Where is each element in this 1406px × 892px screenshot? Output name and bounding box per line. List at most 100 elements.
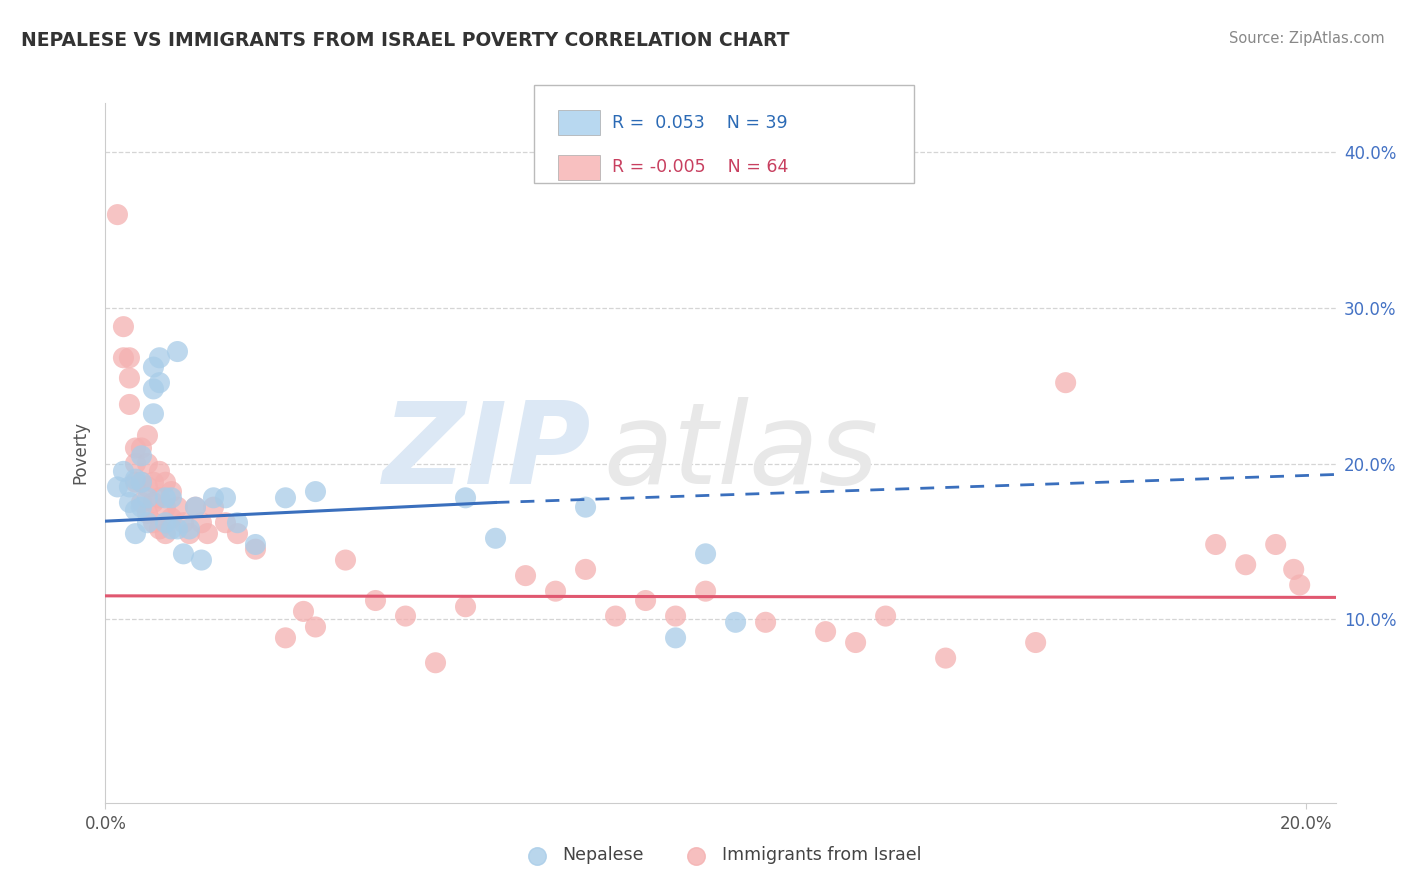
Point (574, 562, 596, 576)
Point (1282, 562, 1305, 576)
Point (118, 480, 141, 494)
Point (1025, 635, 1047, 649)
Point (136, 428, 159, 442)
Point (184, 500, 207, 515)
Point (166, 522, 188, 536)
Point (136, 457, 159, 471)
Point (142, 382, 165, 396)
Point (142, 495, 165, 509)
Point (155, 475, 177, 490)
Point (454, 599, 477, 614)
Point (184, 500, 207, 515)
Text: ZIP: ZIP (382, 397, 592, 508)
Point (148, 464, 170, 478)
Point (935, 651, 957, 665)
Point (131, 495, 153, 509)
Point (166, 344, 188, 359)
Point (131, 500, 153, 515)
Text: NEPALESE VS IMMIGRANTS FROM ISRAEL POVERTY CORRELATION CHART: NEPALESE VS IMMIGRANTS FROM ISRAEL POVER… (21, 31, 790, 50)
Point (304, 484, 326, 499)
Point (664, 609, 686, 624)
Point (148, 376, 170, 390)
Point (118, 495, 141, 509)
Point (112, 319, 135, 334)
Point (172, 547, 194, 561)
Point (605, 609, 627, 624)
Point (136, 516, 159, 530)
Point (1054, 376, 1077, 390)
Point (131, 449, 153, 463)
Point (179, 522, 201, 536)
Point (695, 584, 717, 599)
Point (124, 475, 146, 490)
Point (190, 516, 212, 530)
Point (124, 457, 146, 471)
Point (155, 516, 177, 530)
Point (112, 351, 135, 365)
Point (755, 615, 778, 630)
Point (875, 609, 897, 624)
Point (155, 526, 177, 541)
Point (1288, 578, 1310, 592)
Point (1264, 537, 1286, 551)
Point (166, 500, 188, 515)
Point (274, 631, 297, 645)
Y-axis label: Poverty: Poverty (72, 421, 90, 484)
Text: R =  0.053    N = 39: R = 0.053 N = 39 (612, 113, 787, 132)
Point (226, 526, 249, 541)
Point (148, 491, 170, 505)
Point (190, 553, 212, 567)
Point (112, 464, 135, 478)
Point (155, 491, 177, 505)
Point (107, 208, 129, 222)
Point (142, 360, 165, 375)
Point (197, 526, 219, 541)
Point (160, 484, 183, 499)
Point (245, 542, 267, 557)
Point (664, 631, 686, 645)
Point (292, 604, 315, 618)
Point (425, 656, 447, 670)
Point (394, 609, 416, 624)
Point (304, 620, 326, 634)
Point (142, 475, 165, 490)
Point (172, 516, 194, 530)
Point (544, 584, 567, 599)
Point (364, 593, 387, 607)
Point (124, 526, 146, 541)
Point (845, 635, 868, 649)
Point (245, 537, 267, 551)
Point (136, 480, 159, 494)
Point (131, 441, 153, 455)
Point (724, 615, 747, 630)
Point (274, 491, 297, 505)
Point (136, 491, 159, 505)
Point (214, 491, 236, 505)
Point (202, 500, 225, 515)
Point (335, 553, 357, 567)
Point (142, 407, 165, 421)
Point (634, 593, 657, 607)
Text: Source: ZipAtlas.com: Source: ZipAtlas.com (1229, 31, 1385, 46)
Point (142, 516, 165, 530)
Point (515, 568, 537, 582)
Point (124, 503, 146, 517)
Point (160, 511, 183, 525)
Point (202, 491, 225, 505)
Point (155, 500, 177, 515)
Point (454, 491, 477, 505)
Point (124, 472, 146, 486)
Point (160, 522, 183, 536)
Legend: Nepalese, Immigrants from Israel: Nepalese, Immigrants from Israel (512, 839, 929, 871)
Point (1234, 558, 1257, 572)
Point (214, 516, 236, 530)
Point (1205, 537, 1227, 551)
Point (695, 547, 717, 561)
Point (814, 624, 837, 639)
Point (160, 491, 183, 505)
Point (107, 480, 129, 494)
Point (131, 475, 153, 490)
Text: atlas: atlas (603, 397, 879, 508)
Point (124, 441, 146, 455)
Point (574, 500, 596, 515)
